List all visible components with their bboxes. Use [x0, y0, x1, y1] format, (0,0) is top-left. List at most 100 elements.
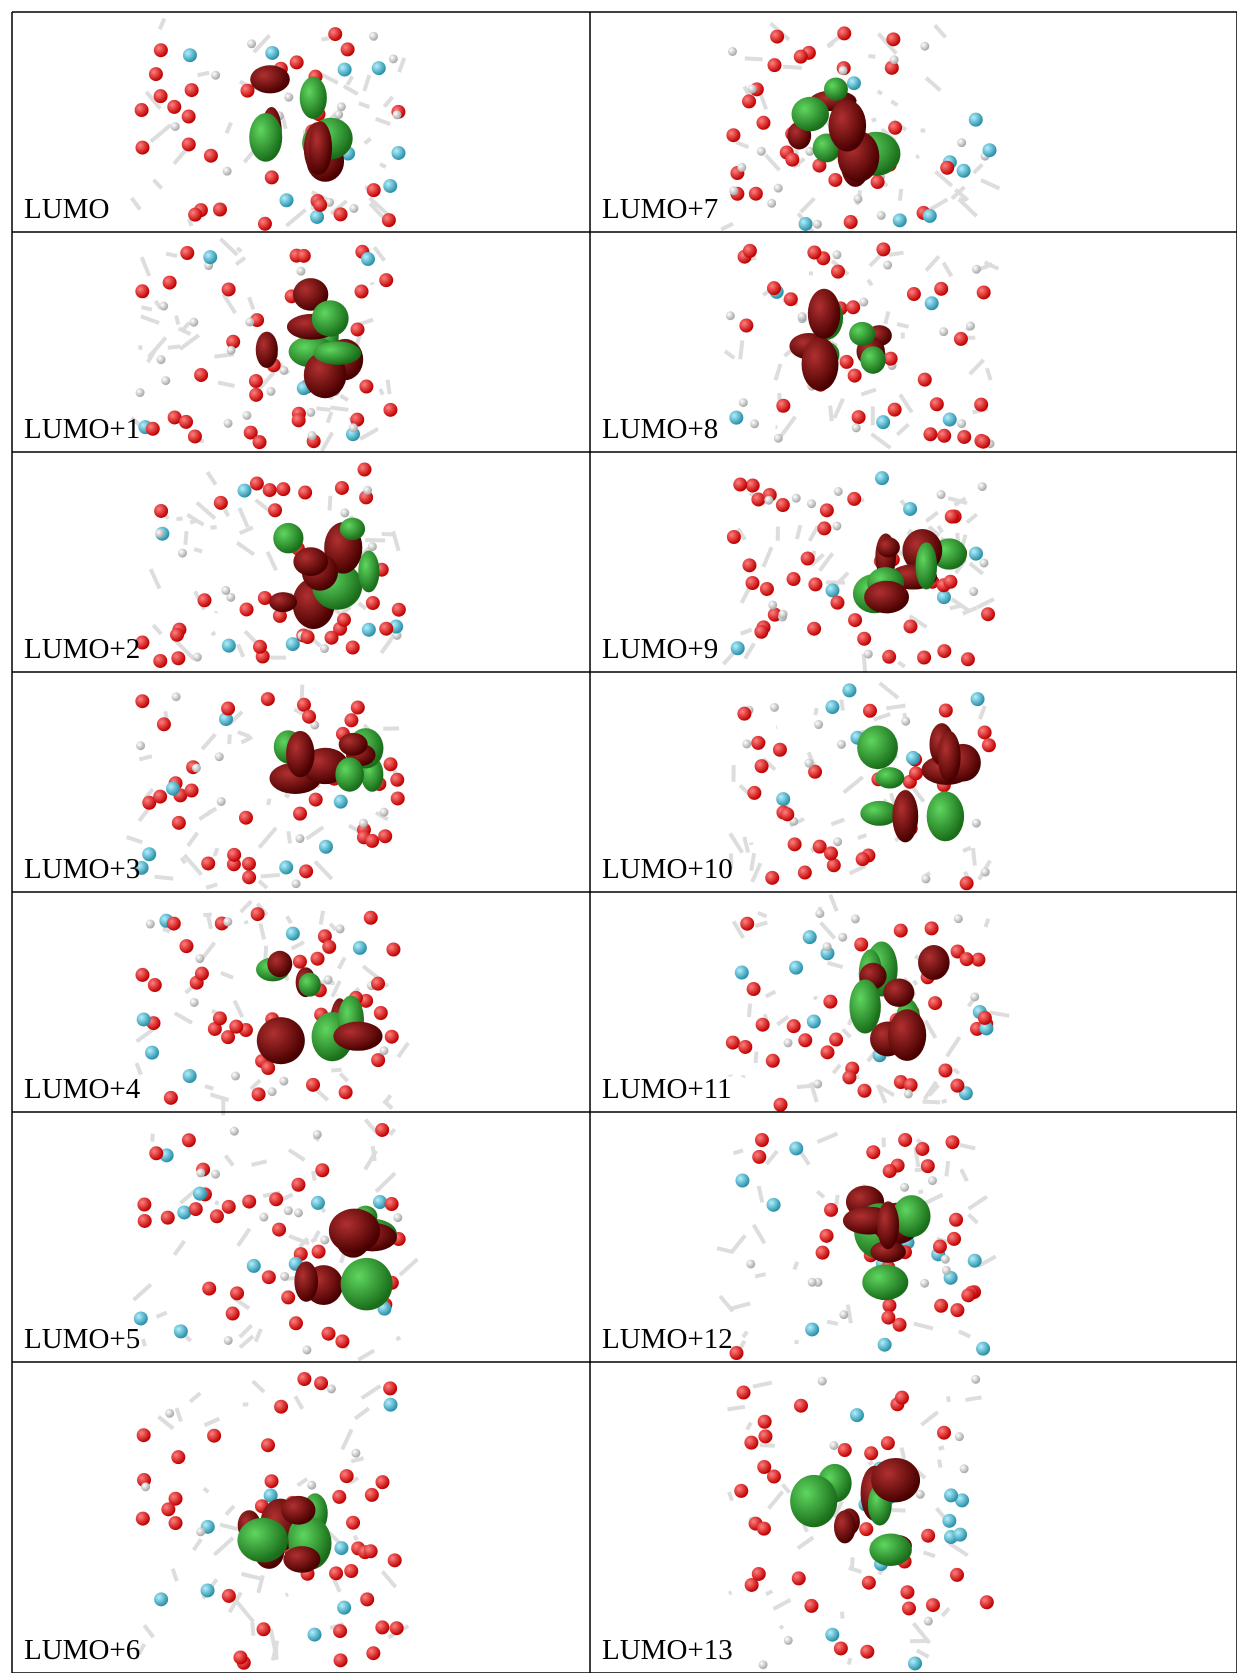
atom [742, 94, 756, 108]
atom [141, 1482, 150, 1491]
bond [384, 97, 392, 107]
bond [783, 67, 802, 68]
orbital-lobe [293, 547, 328, 576]
atom [942, 1266, 951, 1275]
bond [334, 1580, 340, 1592]
atom [824, 846, 838, 860]
atom [900, 1183, 909, 1192]
atom [875, 471, 889, 485]
bond [328, 412, 332, 423]
bond [970, 360, 984, 374]
bond [212, 632, 216, 634]
bond [185, 531, 186, 545]
atom [210, 1209, 224, 1223]
orbital-lobe [257, 1017, 305, 1064]
atom [308, 1628, 322, 1642]
atom [389, 54, 398, 63]
orbital-lobe [883, 979, 914, 1007]
atom [831, 265, 845, 279]
atom [253, 435, 267, 449]
bond [143, 1339, 145, 1346]
atom [355, 284, 369, 298]
bond [175, 1241, 185, 1255]
atom [906, 751, 920, 765]
atom [221, 586, 230, 595]
atom [934, 282, 948, 296]
atom [380, 1046, 389, 1055]
bond [199, 808, 216, 819]
atom [346, 640, 360, 654]
orbital-lobe [249, 113, 282, 162]
bond [209, 810, 210, 812]
bond [880, 683, 898, 698]
atom [728, 47, 737, 56]
bond [902, 1448, 905, 1459]
atom [966, 322, 975, 331]
atom [981, 868, 990, 877]
atom [943, 413, 957, 427]
bond [259, 881, 267, 888]
bond [948, 1396, 949, 1401]
bond [743, 1332, 747, 1338]
bond [973, 848, 975, 866]
atom [729, 186, 738, 195]
atom [349, 204, 358, 213]
atom [776, 399, 790, 413]
atom [178, 549, 187, 558]
bond [828, 963, 843, 967]
atom [838, 1443, 852, 1457]
atom [746, 479, 760, 493]
bond [834, 399, 843, 418]
atom [768, 58, 782, 72]
bond [225, 510, 229, 517]
atom [182, 110, 196, 124]
atom [188, 208, 202, 222]
atom [807, 245, 821, 259]
atom [375, 1123, 389, 1137]
atom [888, 121, 902, 135]
bond [240, 1325, 252, 1337]
bond [720, 1296, 733, 1311]
atom [374, 1006, 388, 1020]
orbital-lobe [834, 1510, 856, 1543]
atom [820, 1045, 834, 1059]
bond [947, 1037, 960, 1056]
atom [978, 482, 987, 491]
atom [842, 683, 856, 697]
atom [167, 917, 181, 931]
atom [854, 937, 868, 951]
bond [142, 307, 152, 309]
atom [258, 217, 272, 231]
bond [969, 1214, 978, 1222]
atom [366, 1646, 380, 1660]
atom [758, 1415, 772, 1429]
atom [735, 966, 749, 980]
atom [837, 740, 846, 749]
bond [330, 408, 348, 410]
atom [185, 83, 199, 97]
bond [364, 75, 369, 91]
atom [894, 924, 908, 938]
atom [146, 920, 155, 929]
atom [263, 483, 277, 497]
atom [740, 917, 754, 931]
atom [818, 1377, 827, 1386]
atom [854, 194, 863, 203]
atom [204, 149, 218, 163]
orbital-table: LUMOLUMO+7LUMO+1LUMO+8LUMO+2LUMO+9LUMO+3… [0, 0, 1237, 1673]
atom [353, 941, 367, 955]
atom [804, 759, 813, 768]
atom [272, 1223, 286, 1237]
bond [216, 1201, 218, 1205]
orbital-lobe [340, 518, 365, 541]
atom [923, 427, 937, 441]
atom [194, 368, 208, 382]
atom [742, 739, 751, 748]
bond [340, 396, 348, 400]
bond [831, 820, 844, 825]
orbital-lobe [294, 1261, 318, 1301]
bond [321, 38, 328, 39]
bond [221, 973, 233, 978]
atom [737, 1386, 751, 1400]
bond [360, 429, 378, 439]
